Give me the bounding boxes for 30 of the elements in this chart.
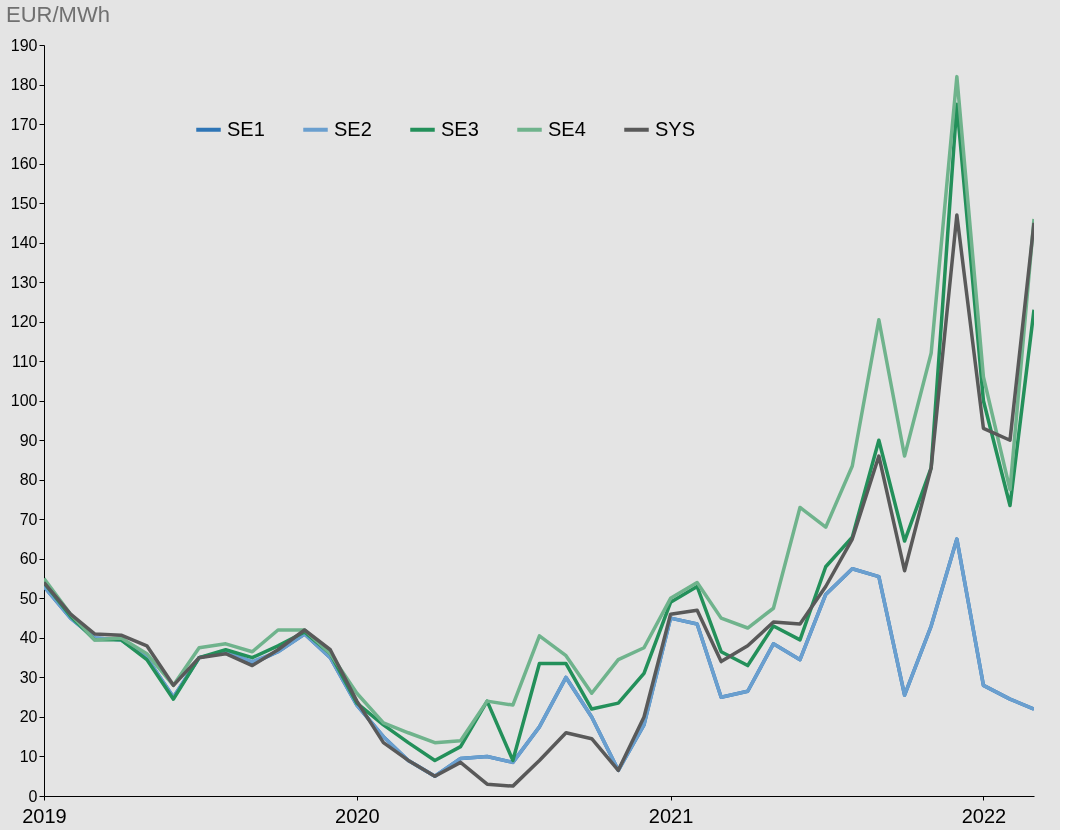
y-tick-label: 120 [10,313,38,331]
y-tick-label: 150 [10,194,38,212]
y-tick-label: 110 [11,352,38,370]
legend-label: SE4 [548,117,586,140]
legend-label: SE3 [441,117,479,140]
y-tick-label: 20 [19,708,38,726]
legend-label: SE2 [334,117,372,140]
y-tick-label: 100 [10,392,38,410]
x-tick-label: 2021 [648,804,694,827]
y-tick-label: 140 [10,234,38,252]
y-tick-label: 10 [19,747,38,765]
x-tick-label: 2019 [22,804,67,827]
y-axis-title: EUR/MWh [6,2,110,27]
y-tick-label: 50 [19,589,38,607]
x-tick-label: 2022 [961,804,1007,827]
y-tick-label: 30 [19,668,38,686]
x-tick-label: 2020 [335,804,380,827]
y-tick-label: 80 [19,471,38,489]
y-tick-label: 70 [19,510,38,528]
y-tick-label: 180 [10,76,38,94]
y-tick-label: 0 [28,787,38,805]
legend-label: SE1 [227,117,265,140]
y-tick-label: 170 [10,115,38,133]
y-tick-label: 130 [10,273,38,291]
y-tick-label: 190 [10,36,38,54]
y-tick-label: 160 [10,155,38,173]
y-tick-label: 40 [19,629,38,647]
y-tick-label: 90 [19,431,38,449]
legend-label: SYS [655,117,696,140]
y-tick-label: 60 [19,550,38,568]
